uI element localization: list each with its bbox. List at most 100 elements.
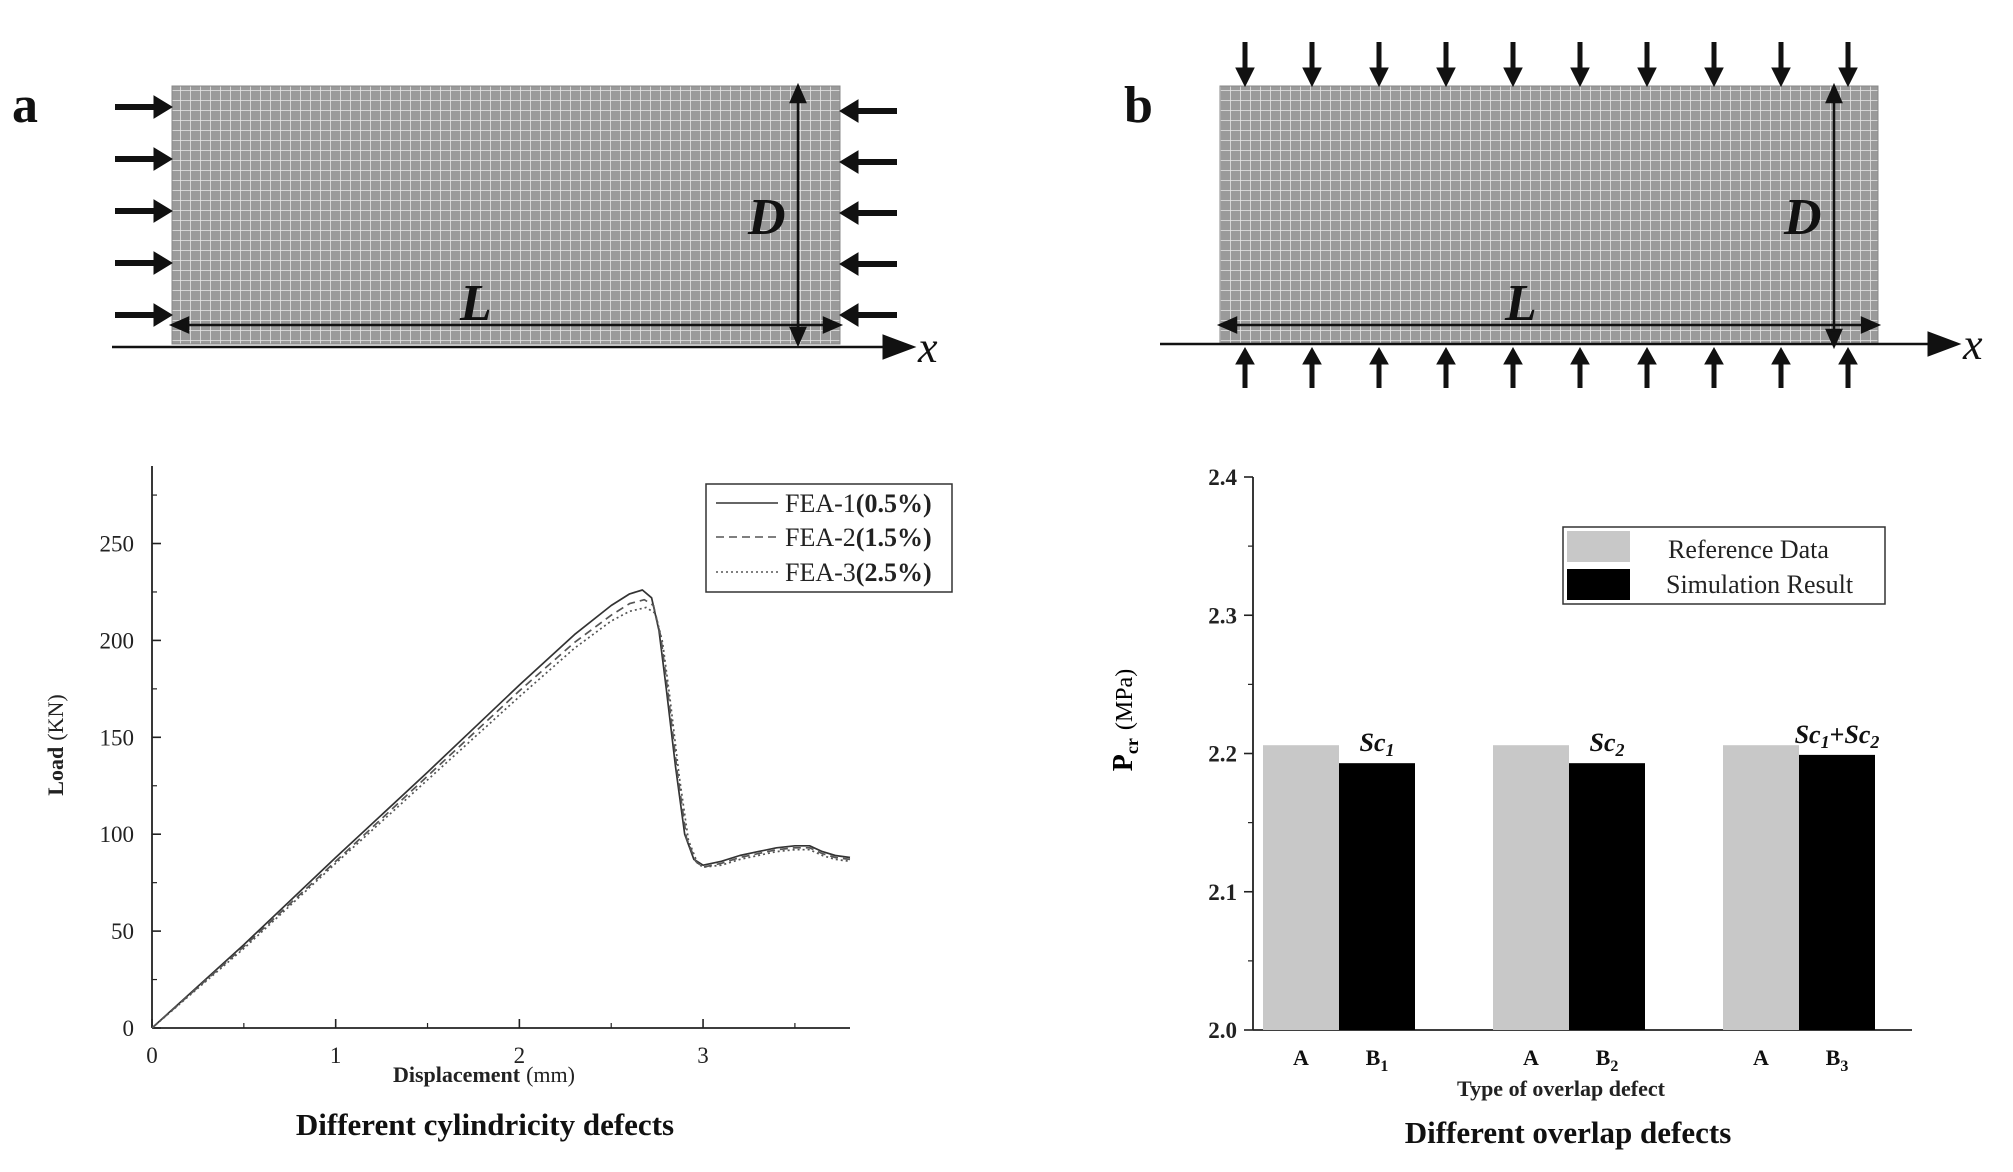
panel-b-bottom-arrows	[1235, 346, 1858, 388]
legend-param-1: (0.5%)	[856, 489, 932, 518]
radial-load-arrow	[1637, 346, 1657, 388]
panel-b-length-label: L	[1504, 275, 1537, 332]
x-tick-label: 2	[514, 1043, 526, 1068]
bar-y-tick-label: 2.1	[1208, 880, 1237, 905]
series-line-fea-2	[151, 598, 851, 1029]
series-line-fea-1	[151, 589, 851, 1029]
group-label-main-2: Sc	[1844, 720, 1870, 749]
bar-category-label: A	[1293, 1045, 1309, 1070]
y-tick-label: 0	[123, 1016, 135, 1041]
legend-name-2: FEA-2	[785, 523, 856, 552]
y-axis-title: Load (KN)	[43, 694, 68, 795]
radial-load-arrow	[1771, 346, 1791, 388]
bar-y-axis-main: P	[1108, 754, 1139, 771]
y-tick-label: 200	[100, 628, 135, 653]
category-main: A	[1753, 1045, 1769, 1070]
panel-a-length-label: L	[459, 275, 492, 332]
bar-y-tick-label: 2.2	[1208, 742, 1237, 767]
radial-load-arrow	[1838, 42, 1858, 88]
group-label-sub: 1	[1821, 732, 1830, 752]
axial-load-arrow	[115, 251, 173, 275]
panel-a-diameter-label: D	[747, 189, 786, 246]
legend-entry-2: FEA-2(1.5%)	[785, 523, 932, 552]
radial-load-arrow	[1235, 346, 1255, 388]
category-sub: 3	[1840, 1058, 1848, 1075]
bar-category-label: B3	[1826, 1045, 1849, 1075]
bar-simulation	[1799, 754, 1875, 1030]
panel-a-right-arrows	[839, 99, 897, 327]
group-label: Sc1+Sc2	[1795, 720, 1880, 752]
radial-load-arrow	[1704, 346, 1724, 388]
panel-b-diameter-label: D	[1783, 189, 1822, 246]
bar-y-axis-unit: (MPa)	[1112, 669, 1138, 730]
radial-load-arrow	[1570, 346, 1590, 388]
radial-load-arrow	[1637, 42, 1657, 88]
dimension-L-arrow	[168, 316, 844, 334]
group-label: Sc2	[1590, 728, 1625, 760]
panel-b-x-axis	[1160, 331, 1962, 357]
group-label-main: Sc	[1590, 728, 1616, 757]
panel-b-x-label: x	[1962, 320, 1983, 369]
legend-param-3: (2.5%)	[856, 558, 932, 587]
x-tick-label: 0	[146, 1043, 158, 1068]
legend-swatch-simulation	[1567, 569, 1630, 600]
radial-load-arrow	[1838, 346, 1858, 388]
axial-load-arrow	[115, 95, 173, 119]
bar-x-axis-title: Type of overlap defect	[1457, 1076, 1666, 1101]
radial-load-arrow	[1503, 42, 1523, 88]
panel-a-x-label: x	[917, 323, 938, 372]
bar-chart-ticks: 2.0 2.1 2.2 2.3 2.4	[1208, 465, 1253, 1043]
x-axis-title-unit: (mm)	[526, 1062, 575, 1087]
caption-left: Different cylindricity defects	[296, 1107, 674, 1142]
x-tick-label: 1	[330, 1043, 342, 1068]
axial-load-arrow	[839, 201, 897, 225]
axial-load-arrow	[115, 147, 173, 171]
axial-load-arrow	[839, 252, 897, 276]
x-axis-title-main: Displacement	[393, 1062, 521, 1087]
radial-load-arrow	[1369, 42, 1389, 88]
panel-a-x-axis	[112, 334, 917, 360]
panel-a-label: a	[12, 77, 38, 134]
bar-category-label: A	[1523, 1045, 1539, 1070]
radial-load-arrow	[1503, 346, 1523, 388]
radial-load-arrow	[1704, 42, 1724, 88]
dimension-L-arrow	[1216, 316, 1882, 334]
panel-a-mesh	[171, 85, 841, 345]
dimension-D-arrow	[789, 82, 807, 348]
panel-a-schematic: a L D	[12, 77, 938, 372]
panel-b-top-arrows	[1235, 42, 1858, 88]
x-tick-label: 3	[697, 1043, 709, 1068]
group-label-main: Sc	[1795, 720, 1821, 749]
panel-b-schematic: b L D x	[1124, 42, 1983, 388]
group-label-sub: 2	[1615, 740, 1625, 760]
load-displacement-chart: 0 1 2 3 0 50 100 150 200 250 FEA-1(0.5%) FEA-2(1.…	[43, 466, 953, 1142]
bar-simulation	[1339, 763, 1415, 1030]
radial-load-arrow	[1771, 42, 1791, 88]
bar-category-label: B1	[1366, 1045, 1389, 1075]
bar-reference	[1723, 745, 1799, 1030]
y-tick-label: 100	[100, 822, 135, 847]
radial-load-arrow	[1302, 42, 1322, 88]
category-main: B	[1826, 1045, 1841, 1070]
radial-load-arrow	[1235, 42, 1255, 88]
dimension-D-arrow	[1825, 82, 1843, 350]
bar-y-tick-label: 2.3	[1208, 603, 1237, 628]
line-chart-series	[151, 589, 851, 1029]
series-line-fea-3	[151, 606, 851, 1029]
legend-swatch-reference	[1567, 531, 1630, 562]
bar-y-tick-label: 2.4	[1208, 465, 1237, 490]
legend-entry-3: FEA-3(2.5%)	[785, 558, 932, 587]
axial-load-arrow	[839, 303, 897, 327]
y-tick-label: 250	[100, 532, 135, 557]
bar-y-axis-title: Pcr (MPa)	[1108, 669, 1142, 771]
bar-y-tick-label: 2.0	[1208, 1018, 1237, 1043]
axial-load-arrow	[839, 150, 897, 174]
caption-right: Different overlap defects	[1405, 1115, 1732, 1150]
legend-reference-label: Reference Data	[1668, 535, 1829, 564]
group-label: Sc1	[1360, 728, 1395, 760]
category-main: A	[1523, 1045, 1539, 1070]
panel-a-left-arrows	[115, 95, 173, 327]
